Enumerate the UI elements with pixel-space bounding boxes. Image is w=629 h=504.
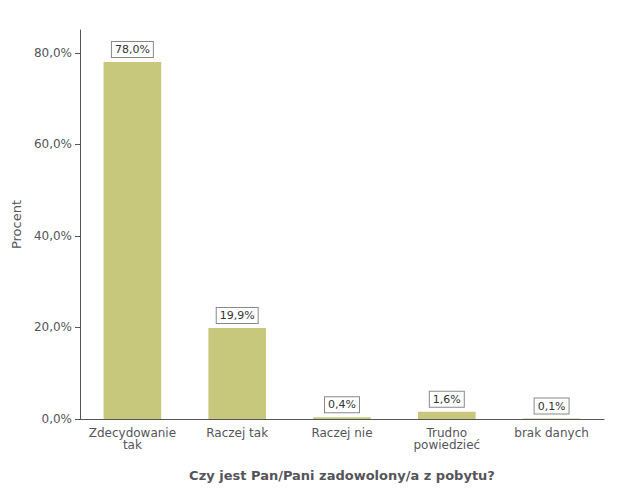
svg-text:tak: tak [123, 438, 142, 452]
svg-text:1,6%: 1,6% [433, 393, 461, 406]
svg-text:brak danych: brak danych [514, 426, 589, 440]
svg-text:40,0%: 40,0% [34, 229, 72, 243]
svg-text:60,0%: 60,0% [34, 137, 72, 151]
svg-text:Procent: Procent [9, 200, 24, 249]
svg-text:80,0%: 80,0% [34, 46, 72, 60]
svg-text:Raczej nie: Raczej nie [311, 426, 372, 440]
svg-text:0,4%: 0,4% [328, 398, 356, 411]
svg-text:20,0%: 20,0% [34, 320, 72, 334]
svg-text:Czy jest Pan/Pani zadowolony/a: Czy jest Pan/Pani zadowolony/a z pobytu? [189, 468, 495, 483]
svg-text:0,1%: 0,1% [538, 400, 566, 413]
svg-text:Zdecydowanie: Zdecydowanie [88, 426, 177, 440]
svg-text:0,0%: 0,0% [42, 412, 73, 426]
svg-text:Trudno: Trudno [426, 426, 468, 440]
svg-text:78,0%: 78,0% [115, 43, 150, 56]
svg-text:Raczej tak: Raczej tak [206, 426, 268, 440]
svg-text:powiedzieć: powiedzieć [413, 438, 480, 452]
svg-text:19,9%: 19,9% [220, 309, 255, 322]
